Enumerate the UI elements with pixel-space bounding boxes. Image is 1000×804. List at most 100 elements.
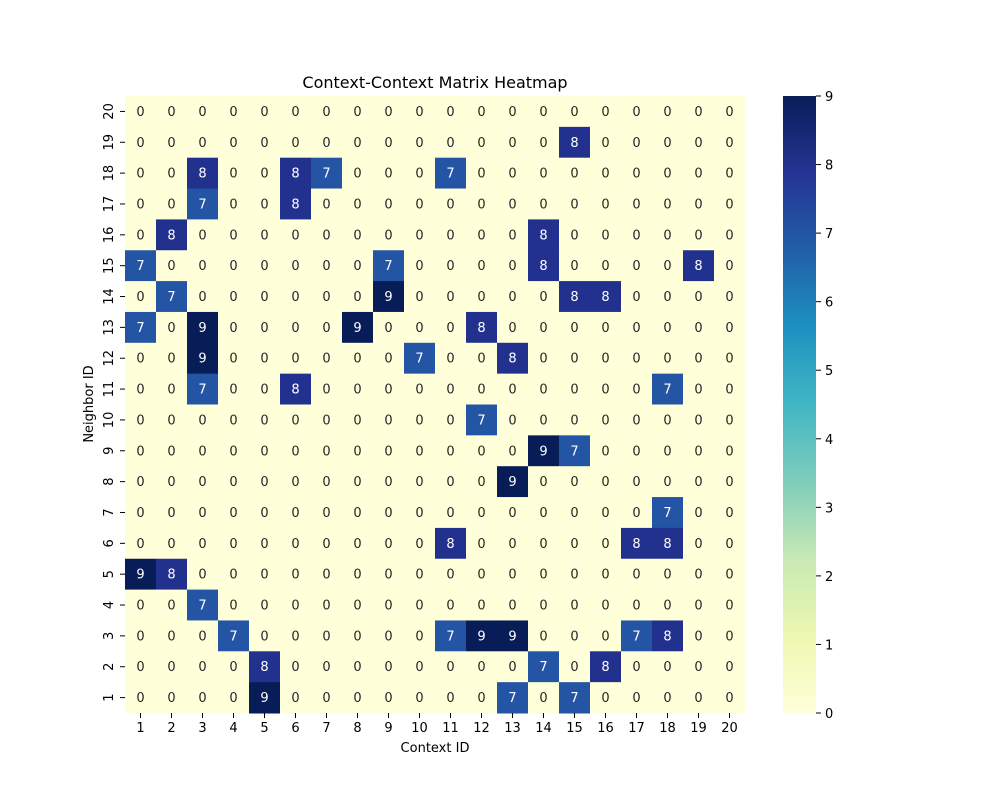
- y-tick-label: 7: [102, 508, 117, 516]
- heatmap-cell: [342, 126, 374, 159]
- cell-value-label: 0: [508, 537, 516, 552]
- cell-value-label: 0: [632, 383, 640, 398]
- cell-value-label: 0: [601, 228, 609, 243]
- cell-value-label: 0: [539, 537, 547, 552]
- heatmap-cell: [435, 373, 467, 405]
- cell-value-label: 0: [322, 475, 330, 490]
- cell-value-label: 7: [508, 691, 516, 706]
- cell-value-label: 0: [446, 136, 454, 151]
- heatmap-cell: [683, 589, 715, 621]
- cell-value-label: 0: [725, 444, 733, 459]
- cell-value-label: 8: [508, 352, 516, 367]
- heatmap-cell: [249, 558, 281, 591]
- cell-value-label: 0: [601, 136, 609, 151]
- cell-value-label: 7: [322, 167, 330, 182]
- cell-value-label: 0: [725, 352, 733, 367]
- cell-value-label: 0: [508, 290, 516, 305]
- heatmap-cell: [156, 651, 188, 683]
- cell-value-label: 0: [725, 290, 733, 305]
- cell-value-label: 0: [198, 228, 206, 243]
- cell-value-label: 0: [167, 352, 175, 367]
- cell-value-label: 0: [322, 537, 330, 552]
- cell-value-label: 0: [508, 259, 516, 274]
- cell-value-label: 0: [415, 568, 423, 583]
- cell-value-label: 0: [632, 506, 640, 521]
- heatmap-cell: [187, 404, 219, 436]
- cell-value-label: 0: [353, 383, 361, 398]
- heatmap-cell: [652, 651, 684, 683]
- heatmap-cell: [683, 373, 715, 405]
- cell-value-label: 0: [694, 444, 702, 459]
- cell-value-label: 0: [136, 629, 144, 644]
- heatmap-cell: [590, 96, 622, 128]
- cell-value-label: 8: [446, 537, 454, 552]
- cell-value-label: 0: [384, 691, 392, 706]
- heatmap-cell: [373, 96, 405, 128]
- heatmap-cell: [559, 435, 591, 467]
- colorbar-tick-label: 4: [825, 433, 833, 448]
- heatmap-cell: [621, 589, 653, 621]
- heatmap-cell: [156, 311, 188, 344]
- heatmap-cell: [125, 188, 157, 220]
- colorbar-tick-label: 8: [825, 159, 833, 174]
- cell-value-label: 0: [663, 290, 671, 305]
- heatmap-cell: [311, 527, 343, 560]
- cell-value-label: 0: [539, 413, 547, 428]
- heatmap-cell: [280, 527, 312, 560]
- cell-value-label: 0: [136, 537, 144, 552]
- heatmap-cell: [559, 651, 591, 683]
- cell-value-label: 0: [725, 228, 733, 243]
- heatmap-cell: [156, 558, 188, 591]
- cell-value-label: 0: [539, 475, 547, 490]
- x-tick-label: 4: [229, 721, 237, 736]
- heatmap-cell: [497, 497, 529, 529]
- cell-value-label: 0: [198, 105, 206, 120]
- cell-value-label: 0: [632, 413, 640, 428]
- y-tick-label: 1: [102, 693, 117, 701]
- heatmap-cell: [466, 311, 498, 344]
- heatmap-cell: [621, 620, 653, 652]
- heatmap-cell: [528, 342, 560, 375]
- cell-value-label: 0: [663, 599, 671, 614]
- cell-value-label: 0: [198, 568, 206, 583]
- cell-value-label: 7: [198, 599, 206, 614]
- cell-value-label: 0: [291, 444, 299, 459]
- heatmap-cell: [125, 682, 157, 714]
- cell-value-label: 0: [260, 537, 268, 552]
- cell-value-label: 0: [570, 259, 578, 274]
- heatmap-cell: [497, 96, 529, 128]
- heatmap-cell: [559, 281, 591, 313]
- heatmap-cell: [559, 342, 591, 375]
- cell-value-label: 0: [477, 444, 485, 459]
- cell-value-label: 0: [446, 413, 454, 428]
- heatmap-cell: [435, 527, 467, 560]
- y-tick-label: 15: [102, 257, 117, 274]
- cell-value-label: 0: [632, 321, 640, 336]
- cell-value-label: 0: [136, 383, 144, 398]
- cell-value-label: 0: [601, 321, 609, 336]
- heatmap-cell: [156, 404, 188, 436]
- cell-value-label: 0: [384, 105, 392, 120]
- heatmap-cell: [342, 682, 374, 714]
- cell-value-label: 0: [291, 475, 299, 490]
- heatmap-cell: [187, 157, 219, 190]
- cell-value-label: 0: [446, 259, 454, 274]
- heatmap-cell: [714, 250, 746, 282]
- heatmap-cell: [714, 651, 746, 683]
- heatmap-cell: [404, 466, 436, 498]
- heatmap-cell: [311, 126, 343, 159]
- cell-value-label: 0: [446, 475, 454, 490]
- cell-value-label: 0: [291, 228, 299, 243]
- cell-value-label: 9: [198, 321, 206, 336]
- cell-value-label: 0: [632, 197, 640, 212]
- heatmap-cell: [497, 342, 529, 375]
- cell-value-label: 0: [725, 197, 733, 212]
- heatmap-cell: [125, 497, 157, 529]
- heatmap-cell: [187, 589, 219, 621]
- heatmap-cell: [590, 373, 622, 405]
- cell-value-label: 0: [167, 105, 175, 120]
- cell-value-label: 0: [725, 568, 733, 583]
- heatmap-cell: [249, 682, 281, 714]
